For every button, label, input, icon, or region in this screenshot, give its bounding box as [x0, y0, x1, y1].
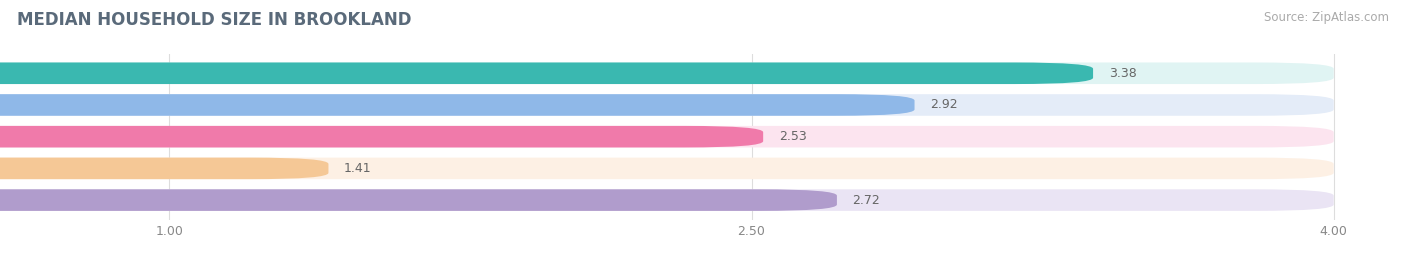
- FancyBboxPatch shape: [0, 62, 1092, 84]
- FancyBboxPatch shape: [0, 158, 1334, 179]
- FancyBboxPatch shape: [0, 126, 1334, 147]
- Text: 2.53: 2.53: [779, 130, 807, 143]
- FancyBboxPatch shape: [0, 126, 763, 147]
- Text: Source: ZipAtlas.com: Source: ZipAtlas.com: [1264, 11, 1389, 24]
- FancyBboxPatch shape: [0, 94, 914, 116]
- FancyBboxPatch shape: [0, 158, 329, 179]
- FancyBboxPatch shape: [0, 189, 1334, 211]
- Text: 1.41: 1.41: [344, 162, 371, 175]
- Text: MEDIAN HOUSEHOLD SIZE IN BROOKLAND: MEDIAN HOUSEHOLD SIZE IN BROOKLAND: [17, 11, 412, 29]
- Text: 2.72: 2.72: [852, 193, 880, 207]
- FancyBboxPatch shape: [0, 189, 837, 211]
- FancyBboxPatch shape: [0, 62, 1334, 84]
- Text: 3.38: 3.38: [1108, 67, 1136, 80]
- FancyBboxPatch shape: [0, 94, 1334, 116]
- Text: 2.92: 2.92: [929, 98, 957, 111]
